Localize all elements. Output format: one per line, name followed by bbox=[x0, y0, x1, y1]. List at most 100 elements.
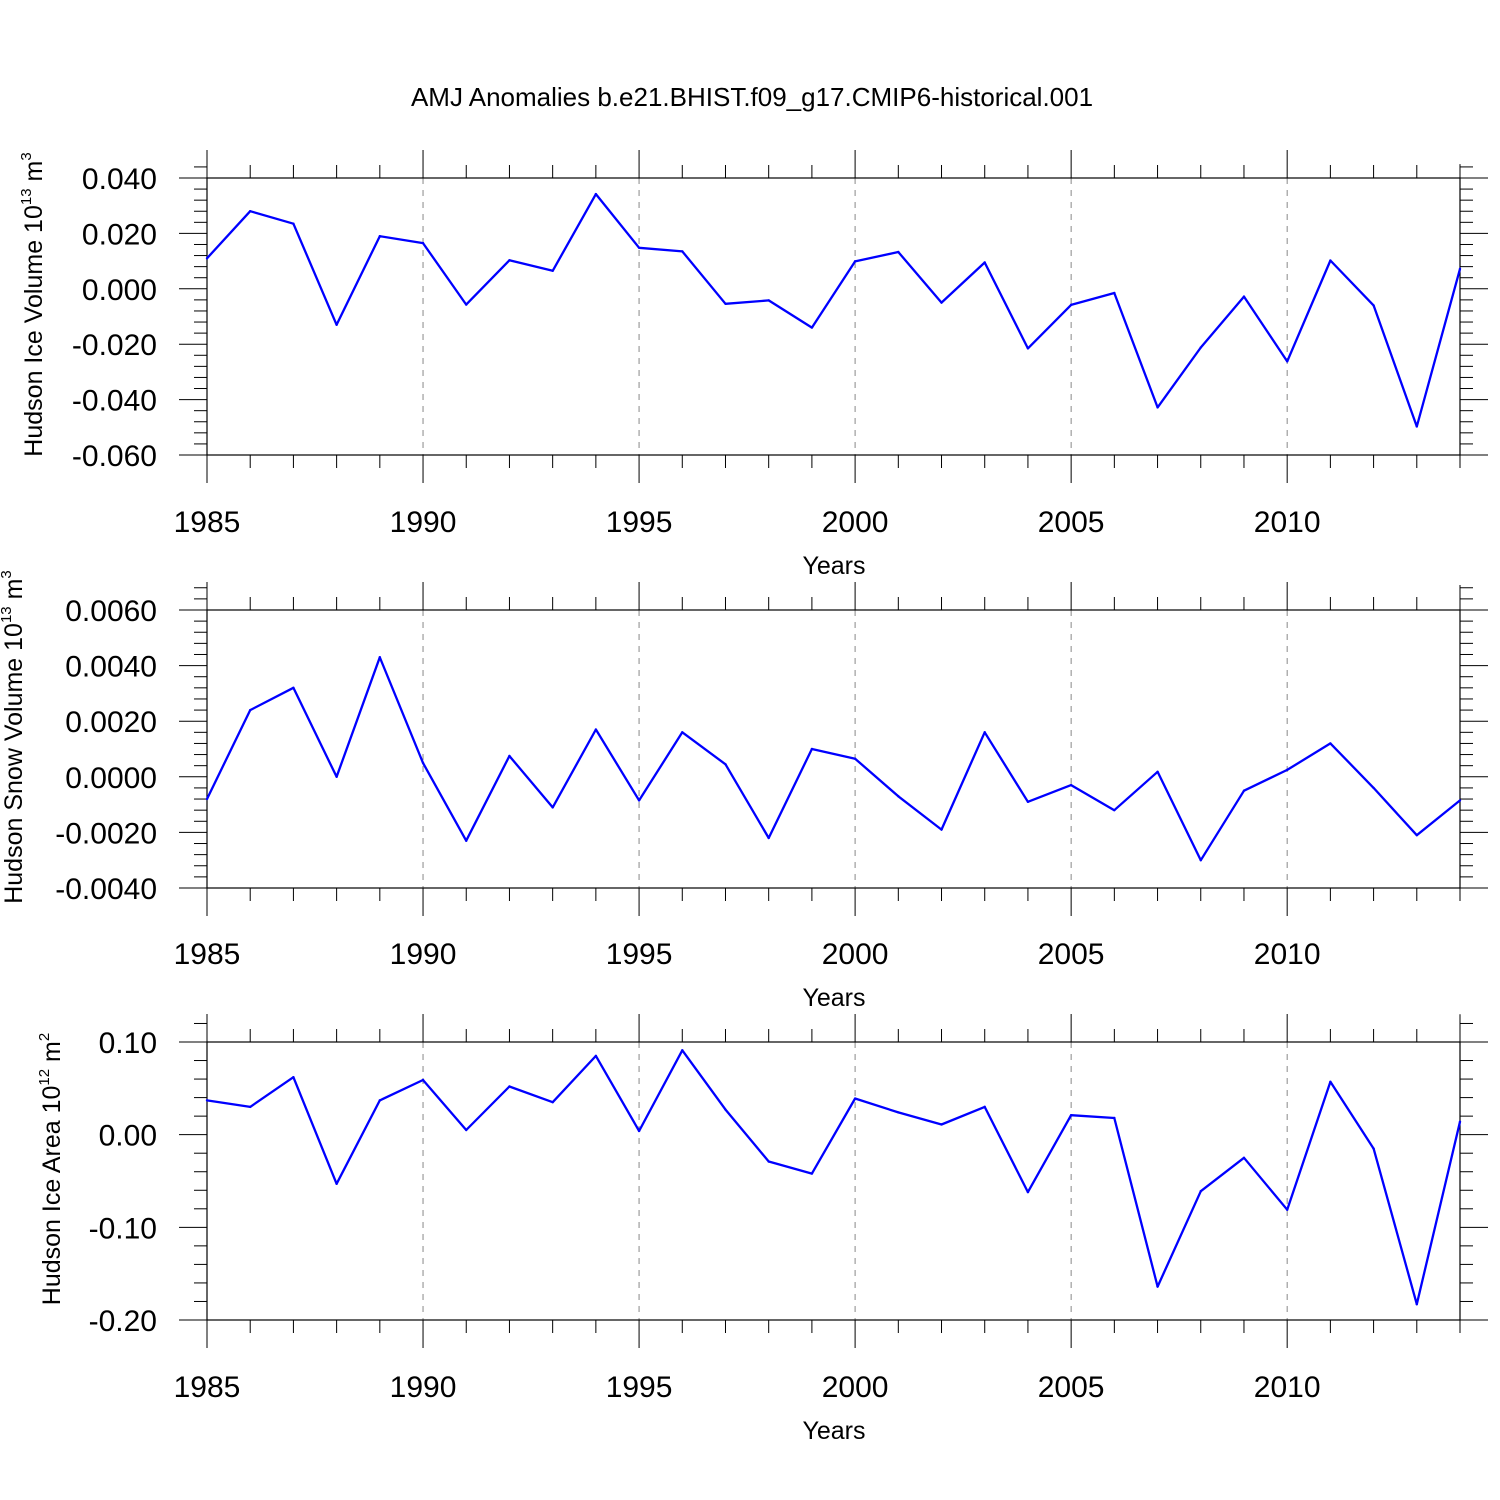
x-tick-label: 1985 bbox=[174, 1371, 241, 1404]
y-axis-title: Hudson Ice Area 1012 m2 bbox=[36, 1033, 66, 1305]
y-tick-label: -0.060 bbox=[72, 440, 157, 473]
data-point bbox=[378, 1099, 382, 1102]
data-point bbox=[897, 250, 900, 254]
data-point bbox=[637, 246, 641, 250]
x-tick-label: 1995 bbox=[606, 1371, 673, 1404]
y-axis-title-unit-exp: 3 bbox=[0, 570, 15, 578]
y-axis-title-unit: m bbox=[20, 161, 48, 189]
data-point bbox=[292, 222, 295, 225]
data-point bbox=[1372, 786, 1375, 790]
y-axis-title-exp: 13 bbox=[0, 606, 15, 623]
y-tick-label: 0.000 bbox=[82, 274, 157, 307]
data-point bbox=[421, 1078, 425, 1082]
series-line bbox=[206, 192, 1462, 428]
data-point bbox=[983, 1105, 986, 1109]
x-tick-label: 1990 bbox=[390, 938, 457, 971]
data-point bbox=[594, 728, 598, 731]
data-point bbox=[1026, 347, 1030, 350]
data-point bbox=[1372, 304, 1375, 307]
data-point bbox=[465, 839, 468, 842]
x-axis-title: Years bbox=[802, 552, 865, 580]
x-tick-label: 2000 bbox=[822, 506, 889, 539]
data-point bbox=[1242, 295, 1246, 298]
data-point bbox=[465, 303, 468, 306]
y-tick-label: -0.020 bbox=[72, 329, 157, 362]
y-axis-title-unit: m bbox=[0, 579, 28, 607]
data-point bbox=[292, 1076, 295, 1079]
y-tick-label: 0.0060 bbox=[65, 595, 157, 628]
data-point bbox=[853, 260, 857, 263]
data-point bbox=[1285, 1208, 1289, 1211]
data-point bbox=[508, 259, 511, 262]
data-point bbox=[897, 1111, 900, 1114]
data-point bbox=[810, 747, 814, 751]
y-axis-title-main: Hudson Snow Volume 10 bbox=[0, 623, 28, 904]
data-point bbox=[1415, 833, 1418, 837]
data-point bbox=[724, 763, 727, 766]
data-point bbox=[1156, 406, 1159, 409]
y-tick-label: 0.040 bbox=[82, 163, 157, 196]
data-point bbox=[940, 828, 943, 831]
data-point bbox=[1113, 291, 1116, 295]
data-point bbox=[1156, 1285, 1159, 1288]
data-point bbox=[1285, 360, 1289, 363]
data-point bbox=[551, 1101, 554, 1104]
y-tick-label: -0.0020 bbox=[55, 817, 157, 850]
x-tick-label: 2010 bbox=[1254, 506, 1321, 539]
data-point bbox=[897, 795, 900, 798]
y-axis-title-unit-exp: 2 bbox=[36, 1033, 53, 1041]
data-point bbox=[465, 1128, 468, 1132]
data-point bbox=[551, 269, 554, 272]
data-point bbox=[1372, 1147, 1375, 1150]
panels: 0.040 0.020 0.000 -0.020 -0.040 -0.060 1985 199… bbox=[0, 150, 1488, 1445]
data-point bbox=[378, 656, 382, 659]
data-point bbox=[378, 234, 382, 238]
y-axis-title-main: Hudson Ice Volume 10 bbox=[20, 205, 48, 457]
x-tick-label: 1990 bbox=[390, 506, 457, 539]
data-point bbox=[637, 799, 641, 802]
x-tick-label: 1995 bbox=[606, 938, 673, 971]
x-tick-label: 2005 bbox=[1038, 506, 1105, 539]
data-point bbox=[1458, 799, 1462, 802]
data-point bbox=[681, 250, 684, 253]
data-point bbox=[940, 301, 943, 304]
data-point bbox=[508, 1085, 511, 1088]
data-point bbox=[1026, 1190, 1030, 1194]
data-point bbox=[1242, 1156, 1246, 1160]
series-line bbox=[205, 656, 1461, 862]
data-point bbox=[724, 1108, 727, 1111]
data-point bbox=[249, 1105, 252, 1109]
data-point bbox=[1199, 346, 1202, 349]
data-point bbox=[205, 257, 209, 260]
y-tick-label: 0.10 bbox=[99, 1027, 157, 1060]
data-point bbox=[249, 708, 252, 712]
data-point bbox=[1113, 1116, 1116, 1120]
y-axis-title: Hudson Snow Volume 1013 m3 bbox=[0, 570, 28, 904]
data-point bbox=[335, 775, 338, 778]
x-axis-title: Years bbox=[802, 984, 865, 1012]
y-tick-label: -0.040 bbox=[72, 385, 157, 418]
data-point bbox=[853, 757, 857, 760]
x-tick-label: 1985 bbox=[174, 938, 241, 971]
panel-ice-area: 0.10 0.00 -0.10 -0.20 1985 1990 1995 2000 2005 20… bbox=[36, 1014, 1488, 1445]
data-point bbox=[551, 806, 554, 809]
data-point bbox=[1329, 259, 1332, 262]
data-point bbox=[1069, 783, 1073, 787]
x-tick-label: 2010 bbox=[1254, 1371, 1321, 1404]
x-tick-label: 1995 bbox=[606, 506, 673, 539]
x-tick-label: 2010 bbox=[1254, 938, 1321, 971]
x-tick-label: 2000 bbox=[822, 1371, 889, 1404]
y-axis-title: Hudson Ice Volume 1013 m3 bbox=[18, 152, 48, 456]
data-point bbox=[205, 797, 209, 801]
data-point bbox=[767, 1160, 770, 1163]
x-tick-label: 2000 bbox=[822, 938, 889, 971]
data-point bbox=[724, 302, 727, 305]
plot-frame bbox=[206, 609, 1461, 889]
x-tick-label: 1985 bbox=[174, 506, 241, 539]
data-point bbox=[681, 731, 684, 734]
series-line bbox=[206, 1049, 1462, 1306]
data-point bbox=[767, 836, 770, 840]
data-point bbox=[767, 299, 770, 302]
data-point bbox=[1156, 770, 1159, 773]
data-point bbox=[335, 1182, 338, 1185]
